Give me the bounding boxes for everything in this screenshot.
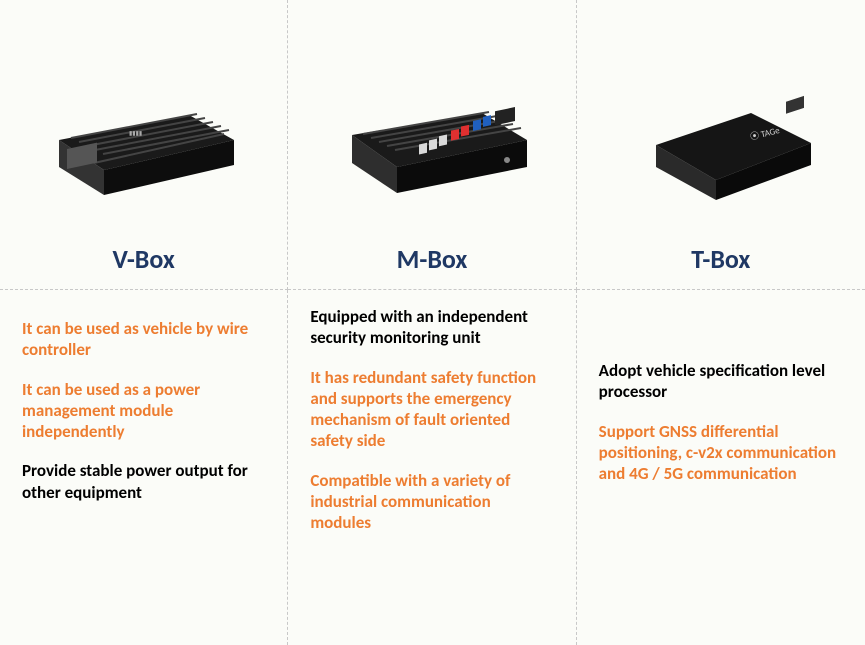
feature-item: Equipped with an independent security mo… [310,306,553,349]
device-image-tbox: ⦿ TAGe [616,85,826,215]
feature-item: Support GNSS differential positioning, c… [599,421,843,485]
feature-list-mbox: Equipped with an independent security mo… [288,290,576,645]
product-card-mbox: M-Box [288,0,576,290]
product-title: V-Box [113,243,175,275]
device-image-mbox [327,85,537,215]
feature-item: It can be used as a power management mod… [22,379,265,443]
svg-text:▮▮▮▮: ▮▮▮▮ [129,129,142,137]
feature-item: Adopt vehicle specification level proces… [599,360,843,403]
feature-item: Provide stable power output for other eq… [22,460,265,503]
product-title: M-Box [397,243,468,275]
product-title: T-Box [691,243,750,275]
feature-item: It has redundant safety function and sup… [310,367,553,452]
feature-list-vbox: It can be used as vehicle by wire contro… [0,290,288,645]
product-card-vbox: ▮▮▮▮ V-Box [0,0,288,290]
feature-list-tbox: Adopt vehicle specification level proces… [577,290,865,645]
feature-item: Compatible with a variety of industrial … [310,470,553,534]
device-image-vbox: ▮▮▮▮ [39,85,249,215]
product-grid: ▮▮▮▮ V-Box [0,0,865,645]
feature-item: It can be used as vehicle by wire contro… [22,318,265,361]
product-card-tbox: ⦿ TAGe T-Box [577,0,865,290]
